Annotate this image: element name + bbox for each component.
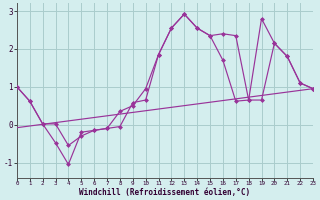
X-axis label: Windchill (Refroidissement éolien,°C): Windchill (Refroidissement éolien,°C)	[79, 188, 251, 197]
